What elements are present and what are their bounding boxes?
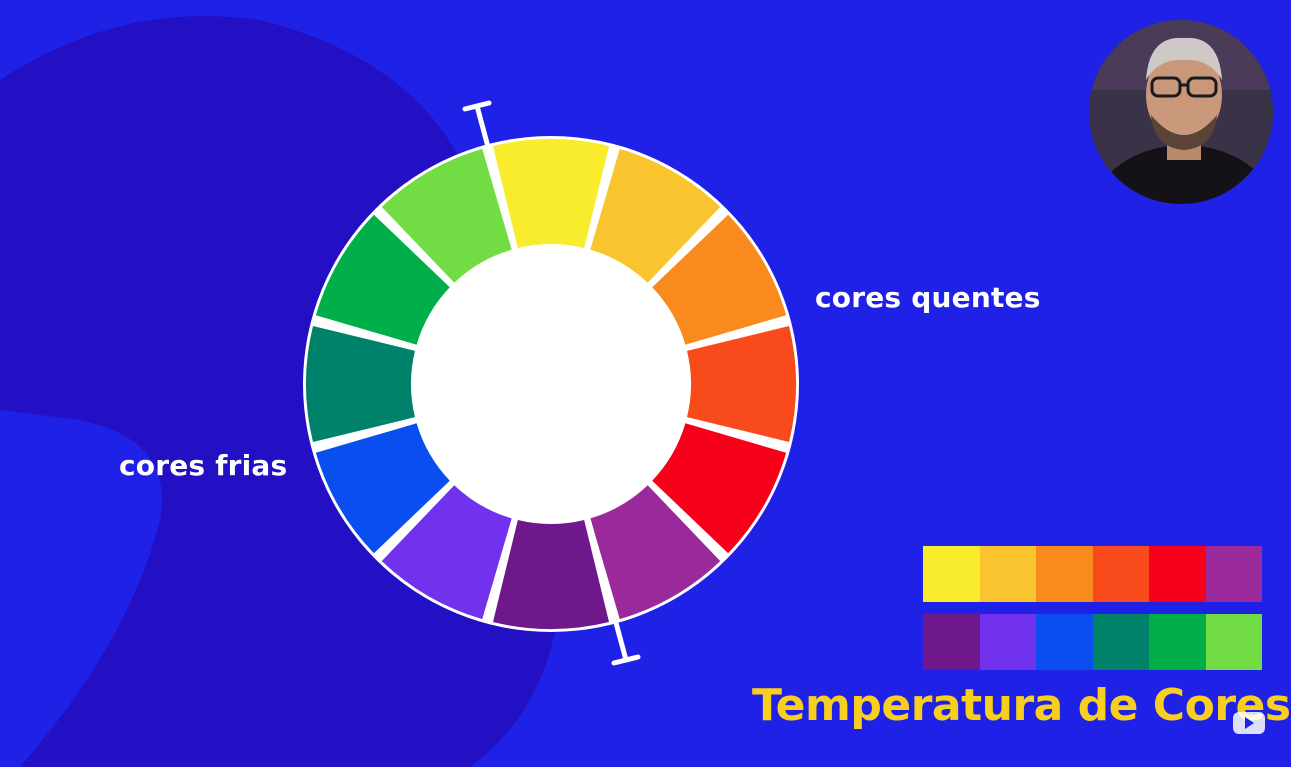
divider-top-cap	[462, 100, 492, 112]
warm-swatch-4	[1092, 546, 1149, 602]
presenter-avatar	[1089, 20, 1273, 204]
play-badge-icon	[1233, 712, 1265, 734]
wheel-segment-red-violet	[590, 485, 721, 620]
warm-swatch-2	[979, 546, 1036, 602]
cool-swatch-4	[1092, 614, 1149, 670]
wheel-segment-yellow-green	[381, 148, 512, 283]
cool-swatch-5	[1149, 614, 1206, 670]
wheel-segment-orange	[652, 214, 787, 345]
warm-swatch-6	[1205, 546, 1262, 602]
cool-swatch-1	[923, 614, 980, 670]
wheel-segment-red	[652, 423, 787, 554]
wheel-segment-yellow	[492, 138, 610, 248]
cool-swatch-2	[979, 614, 1036, 670]
cool-swatch-3	[1036, 614, 1093, 670]
cool-swatch-6	[1205, 614, 1262, 670]
cool-swatch-row	[923, 614, 1262, 670]
temperature-divider-line	[474, 103, 629, 663]
divider-bottom-cap	[611, 654, 641, 666]
wheel-segment-red-orange	[687, 325, 796, 443]
wheel-segment-blue-green	[306, 325, 415, 443]
warm-swatch-5	[1149, 546, 1206, 602]
wheel-segment-blue	[315, 423, 450, 554]
slide-title: Temperatura de Cores	[752, 680, 1291, 731]
wheel-segment-green	[315, 214, 450, 345]
wheel-segment-yellow-orange	[590, 148, 721, 283]
warm-swatch-row	[923, 546, 1262, 602]
cool-colors-label: cores frias	[119, 449, 288, 482]
warm-colors-label: cores quentes	[815, 281, 1041, 314]
wheel-segment-violet	[492, 520, 610, 630]
warm-swatch-1	[923, 546, 980, 602]
warm-swatch-3	[1036, 546, 1093, 602]
wheel-inner-ring	[412, 245, 690, 523]
wheel-segment-blue-violet	[381, 485, 512, 620]
